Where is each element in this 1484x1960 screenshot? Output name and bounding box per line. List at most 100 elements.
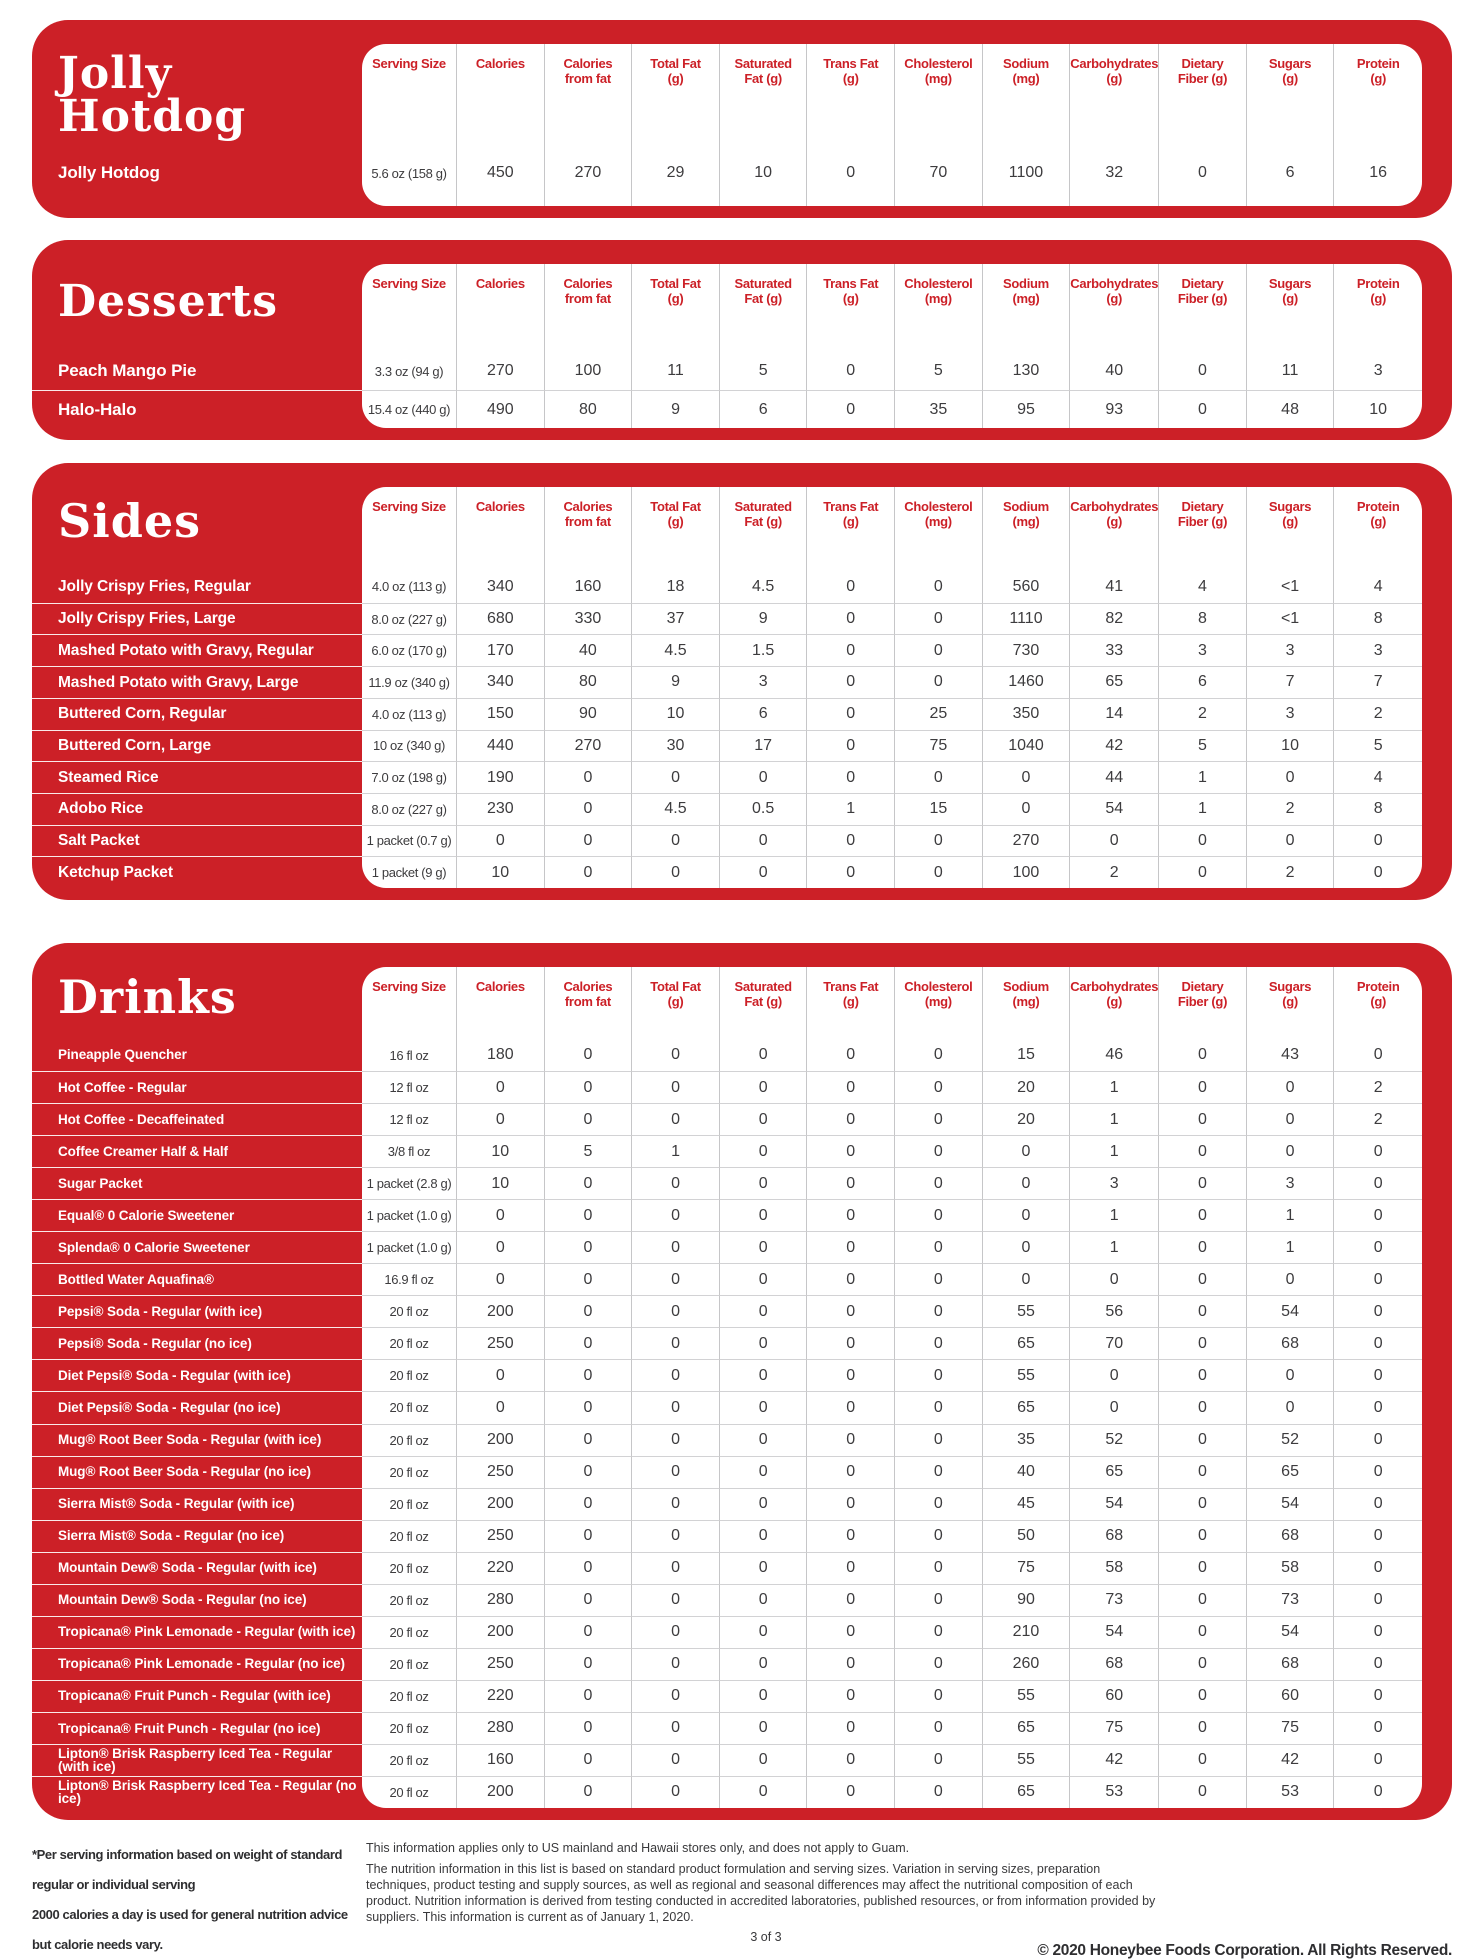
cell-serving_size: 20 fl oz (362, 1391, 457, 1424)
cell-carbohydrates: 53 (1070, 1775, 1160, 1808)
cell-serving_size: 10 oz (340 g) (362, 729, 457, 762)
cell-calories: 180 (457, 1039, 545, 1072)
cell-dietary_fiber: 0 (1159, 140, 1247, 206)
item-name: Tropicana® Fruit Punch - Regular (with i… (32, 1679, 362, 1712)
cell-calories: 0 (457, 1103, 545, 1136)
cell-protein: 0 (1334, 1647, 1422, 1680)
item-name: Lipton® Brisk Raspberry Iced Tea - Regul… (32, 1743, 362, 1776)
column-header-sodium: Sodium (mg) (983, 967, 1071, 1039)
column-header-total_fat: Total Fat (g) (632, 44, 720, 140)
cell-protein: 0 (1334, 1679, 1422, 1712)
cell-trans_fat: 0 (807, 1167, 896, 1200)
cell-trans_fat: 0 (807, 1519, 896, 1552)
cell-serving_size: 4.0 oz (113 g) (362, 697, 457, 730)
cell-dietary_fiber: 0 (1159, 1743, 1247, 1776)
cell-trans_fat: 0 (807, 1775, 896, 1808)
cell-total_fat: 0 (632, 1423, 720, 1456)
cell-carbohydrates: 1 (1070, 1071, 1160, 1104)
cell-cholesterol: 0 (895, 1327, 983, 1360)
cell-sodium: 65 (982, 1391, 1071, 1424)
section-title: Jolly Hotdog (32, 44, 362, 140)
cell-protein: 0 (1334, 1551, 1422, 1584)
column-header-protein: Protein (g) (1356, 499, 1400, 529)
cell-cholesterol: 25 (895, 697, 983, 730)
cell-saturated_fat: 0.5 (719, 792, 808, 825)
section-sides: Sides Serving Size Calories Calories from fa… (32, 463, 1452, 900)
cell-trans_fat: 0 (807, 571, 896, 603)
cell-protein: 0 (1334, 1423, 1422, 1456)
cell-serving_size: 3/8 fl oz (362, 1135, 457, 1168)
cell-sugars: <1 (1246, 602, 1335, 635)
column-header-protein: Protein (g) (1356, 56, 1400, 86)
cell-sugars: 0 (1246, 1103, 1335, 1136)
cell-sugars: 0 (1246, 1071, 1335, 1104)
item-name: Equal® 0 Calorie Sweetener (32, 1199, 362, 1231)
cell-calories: 220 (457, 1679, 545, 1712)
item-name: Mountain Dew® Soda - Regular (no ice) (32, 1583, 362, 1616)
cell-sodium: 270 (982, 824, 1071, 857)
cell-dietary_fiber: 4 (1159, 571, 1247, 603)
cell-calories_from_fat: 0 (544, 1455, 633, 1488)
cell-dietary_fiber: 0 (1159, 824, 1247, 857)
cell-total_fat: 0 (632, 1487, 720, 1520)
cell-calories_from_fat: 0 (544, 1199, 633, 1232)
column-header-serving_size: Serving Size (362, 44, 457, 140)
column-header-total_fat: Total Fat (g) (632, 264, 720, 352)
cell-carbohydrates: 41 (1070, 571, 1160, 603)
section-jolly-hotdog: Jolly Hotdog Serving Size Calories Calories f… (32, 20, 1452, 218)
item-name: Adobo Rice (32, 792, 362, 825)
cell-saturated_fat: 0 (719, 1071, 808, 1104)
cell-cholesterol: 0 (895, 1679, 983, 1712)
column-header-trans_fat: Trans Fat (g) (807, 967, 896, 1039)
cell-sodium: 95 (982, 390, 1071, 428)
cell-sodium: 1040 (982, 729, 1071, 762)
item-name: Sierra Mist® Soda - Regular (with ice) (32, 1487, 362, 1520)
column-header-serving_size: Serving Size (362, 264, 457, 352)
cell-saturated_fat: 0 (719, 1711, 808, 1744)
cell-calories_from_fat: 0 (544, 1391, 633, 1424)
cell-dietary_fiber: 0 (1159, 1071, 1247, 1104)
cell-dietary_fiber: 0 (1159, 1199, 1247, 1232)
column-header-trans_fat: Trans Fat (g) (807, 487, 896, 571)
cell-sodium: 0 (982, 1263, 1071, 1296)
column-header-carbohydrates: Carbohydrates (g) (1070, 264, 1160, 352)
item-name: Tropicana® Fruit Punch - Regular (no ice… (32, 1711, 362, 1744)
cell-calories: 200 (457, 1775, 545, 1808)
column-header-dietary_fiber: Dietary Fiber (g) (1159, 44, 1247, 140)
cell-dietary_fiber: 0 (1159, 1167, 1247, 1200)
cell-total_fat: 0 (632, 824, 720, 857)
cell-sugars: 60 (1246, 1679, 1335, 1712)
cell-sodium: 0 (982, 1231, 1071, 1264)
cell-trans_fat: 0 (807, 140, 896, 206)
cell-sodium: 55 (982, 1359, 1071, 1392)
cell-sugars: 73 (1246, 1583, 1335, 1616)
section-title: Drinks (32, 967, 362, 1039)
cell-carbohydrates: 14 (1070, 697, 1160, 730)
cell-sodium: 40 (982, 1455, 1071, 1488)
column-header-sodium: Sodium (mg) (983, 487, 1071, 571)
section-title: Sides (32, 487, 362, 571)
cell-trans_fat: 0 (807, 1039, 896, 1072)
cell-protein: 2 (1334, 697, 1422, 730)
cell-calories: 450 (457, 140, 545, 206)
item-name: Coffee Creamer Half & Half (32, 1135, 362, 1167)
cell-cholesterol: 5 (895, 352, 983, 390)
cell-saturated_fat: 0 (719, 1327, 808, 1360)
column-header-saturated_fat: Saturated Fat (g) (720, 967, 808, 1039)
cell-carbohydrates: 0 (1070, 1263, 1160, 1296)
table-surface (362, 487, 1422, 888)
cell-protein: 0 (1334, 1135, 1422, 1167)
cell-carbohydrates: 0 (1070, 824, 1160, 857)
cell-sodium: 75 (982, 1551, 1071, 1584)
item-name: Peach Mango Pie (58, 361, 197, 381)
cell-total_fat: 0 (632, 1263, 720, 1296)
cell-protein: 0 (1334, 1231, 1422, 1263)
cell-dietary_fiber: 1 (1159, 792, 1247, 825)
column-header-sodium: Sodium (mg) (983, 44, 1071, 140)
cell-saturated_fat: 0 (719, 1455, 808, 1488)
cell-calories: 200 (457, 1615, 545, 1648)
cell-sodium: 65 (982, 1327, 1071, 1360)
cell-calories: 200 (457, 1487, 545, 1520)
cell-calories: 0 (457, 1231, 545, 1264)
cell-serving_size: 16.9 fl oz (362, 1263, 457, 1296)
